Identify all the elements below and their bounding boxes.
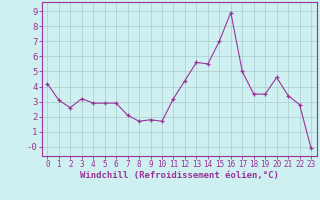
X-axis label: Windchill (Refroidissement éolien,°C): Windchill (Refroidissement éolien,°C) xyxy=(80,171,279,180)
